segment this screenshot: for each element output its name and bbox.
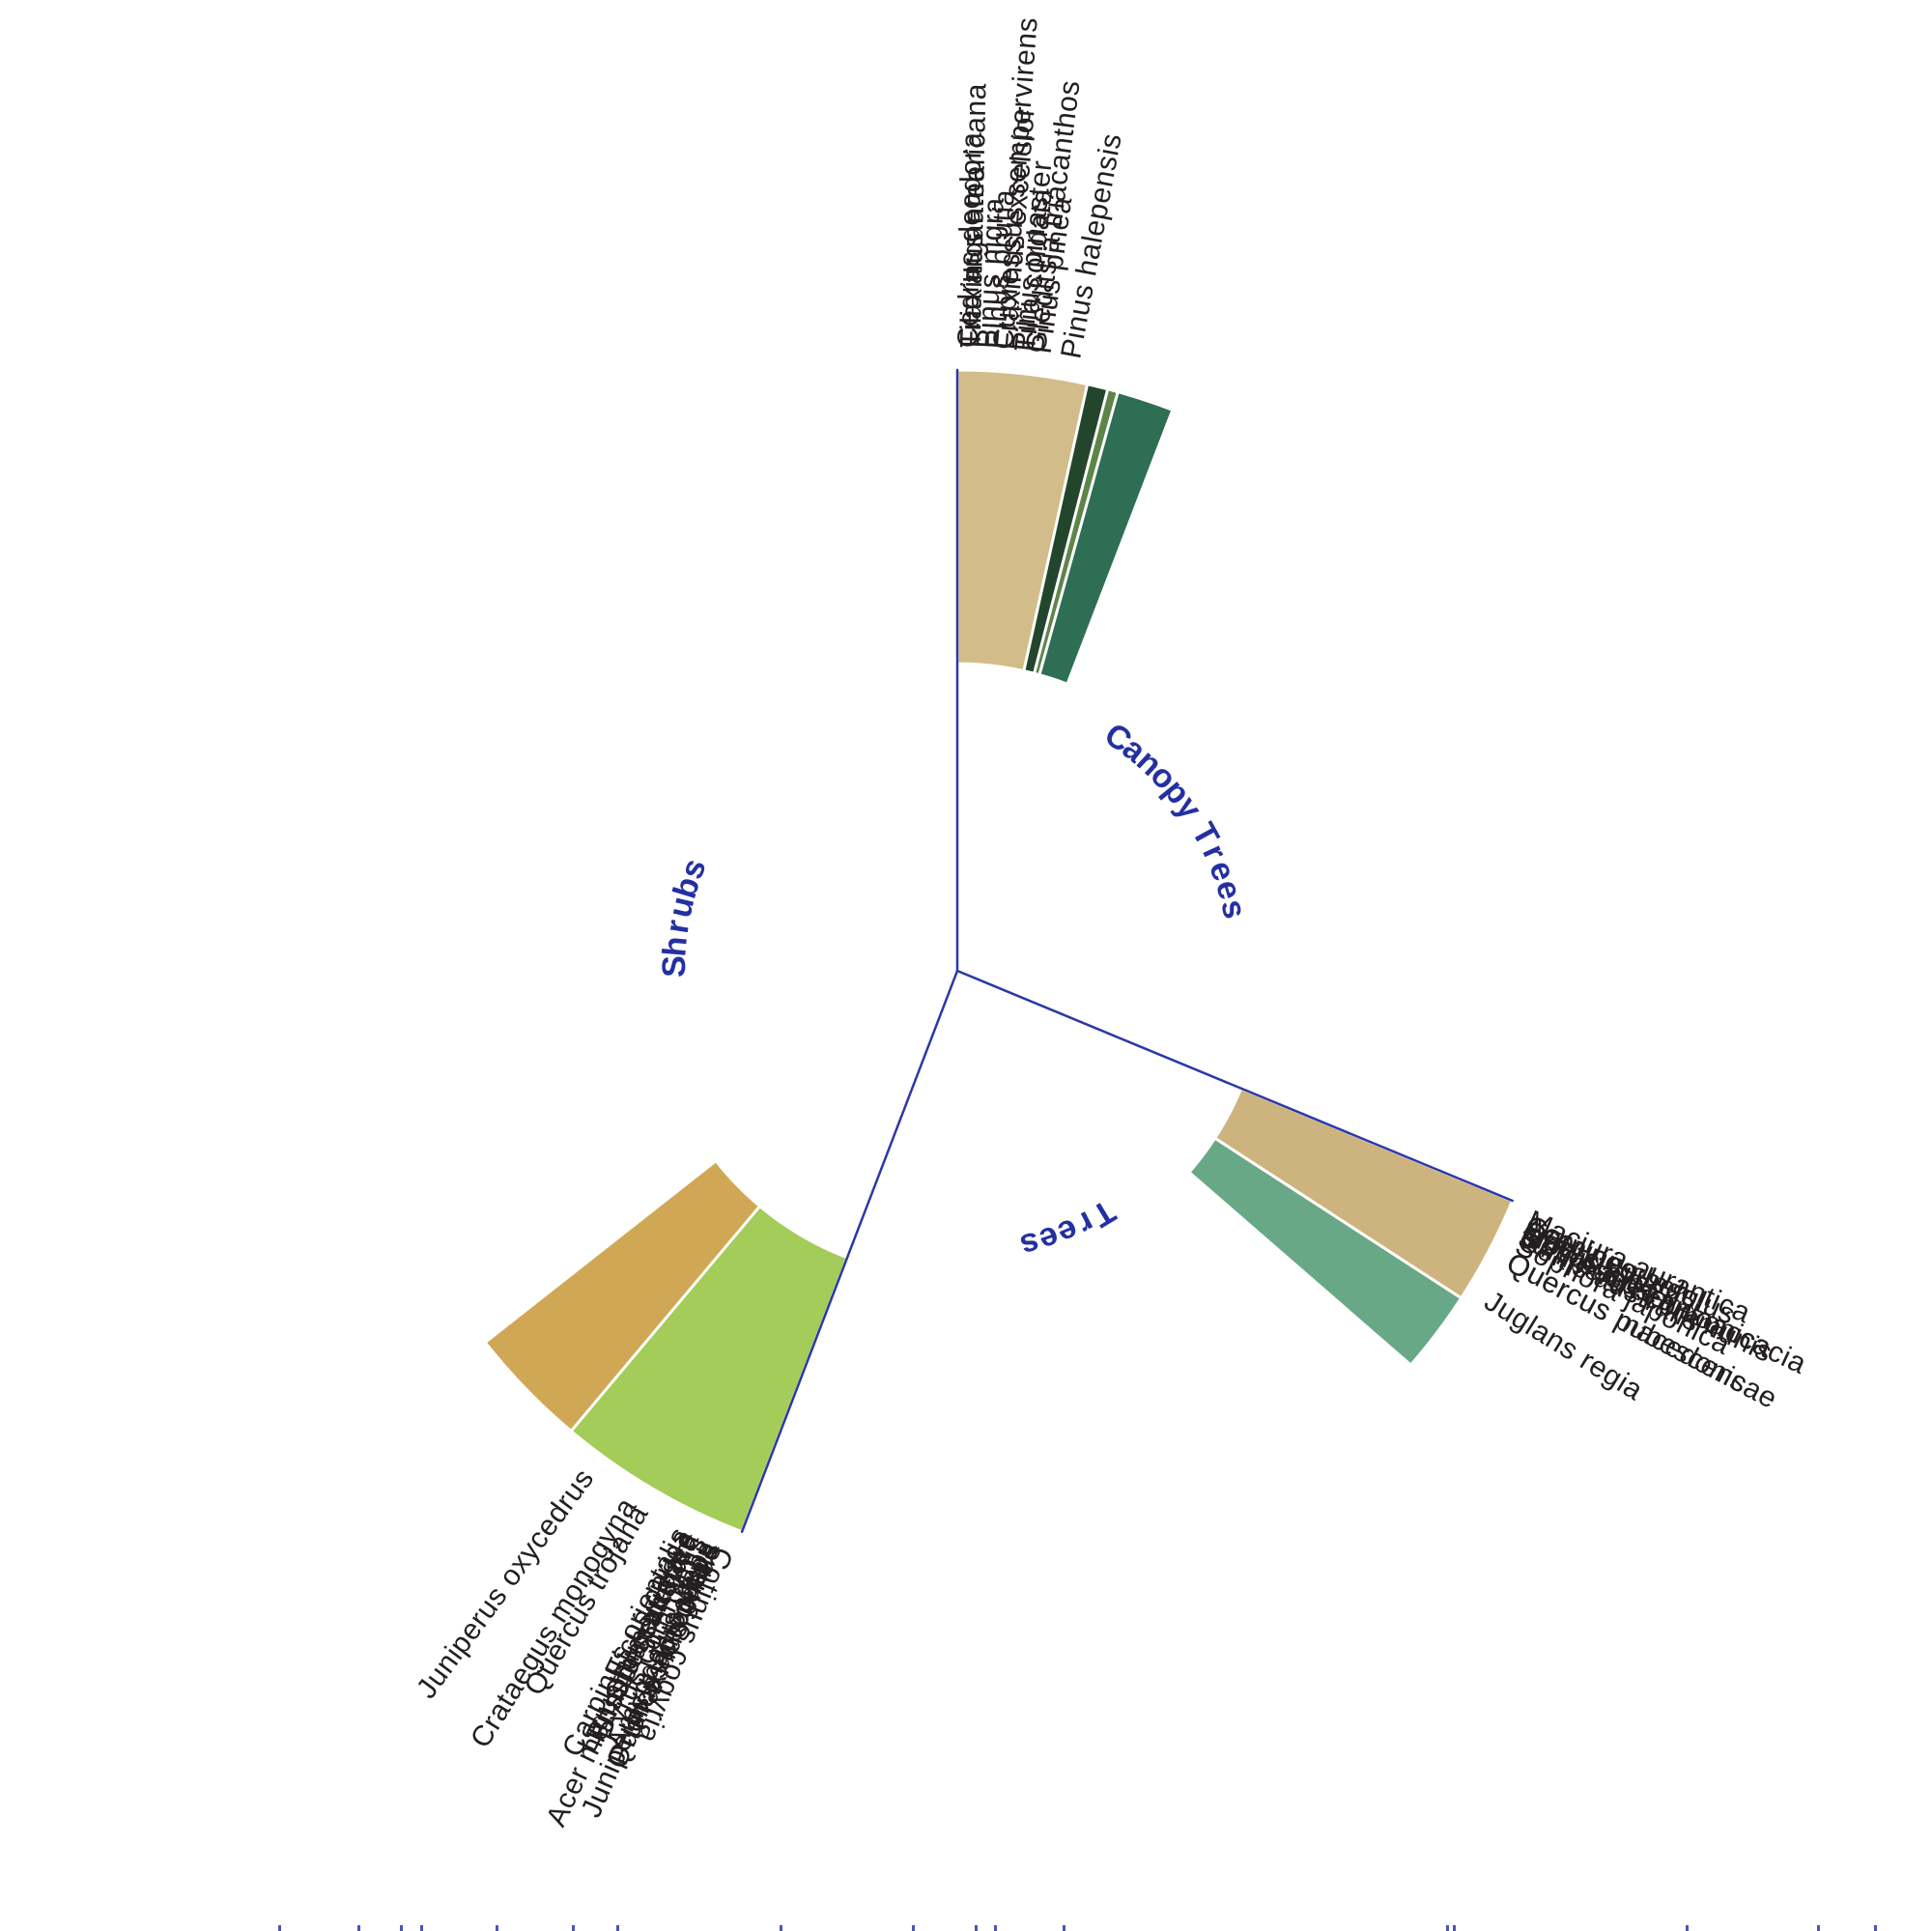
- caption-glyph-top: [1817, 1925, 1820, 1931]
- caption-glyph-top: [496, 1925, 498, 1931]
- species-label-fraxinus-americana: Fraxinus americana: [955, 83, 993, 349]
- species-label-cedrus-deodora: Cedrus deodora: [952, 131, 988, 348]
- caption-glyph-top: [400, 1925, 403, 1931]
- segment-quercus-trojana: [569, 1205, 849, 1534]
- category-label-char: h: [656, 935, 695, 958]
- species-label-pinus-nigra: Pinus nigra: [971, 196, 1009, 349]
- segments: [483, 368, 1515, 1534]
- caption-glyph-top: [780, 1925, 782, 1931]
- caption-glyph-top: [278, 1925, 281, 1931]
- category-label-char: r: [659, 918, 697, 936]
- divider-line-201deg: [740, 969, 959, 1533]
- caption-glyph-top: [975, 1925, 978, 1931]
- caption-glyph-top: [1874, 1925, 1877, 1931]
- caption-glyph-top: [616, 1925, 619, 1931]
- caption-glyph-top: [572, 1925, 575, 1931]
- cropped-caption-fragment: [278, 1925, 1877, 1931]
- caption-glyph-top: [1446, 1925, 1449, 1931]
- caption-glyph-top: [1063, 1925, 1065, 1931]
- caption-glyph-top: [1686, 1925, 1689, 1931]
- species-label-tilia-argantea: Tilia argantea: [955, 165, 991, 349]
- segment-quercus-pubescens: [1213, 1087, 1515, 1300]
- divider-line-113deg: [955, 969, 1514, 1203]
- caption-glyph-top: [994, 1925, 997, 1931]
- segment-tilia-cordata: [955, 368, 1090, 673]
- category-dividers: [740, 368, 1514, 1533]
- caption-glyph-top: [1453, 1925, 1456, 1931]
- caption-glyph-top: [420, 1925, 423, 1931]
- category-label-char: S: [656, 955, 693, 978]
- caption-glyph-top: [912, 1925, 915, 1931]
- caption-glyph-top: [357, 1925, 360, 1931]
